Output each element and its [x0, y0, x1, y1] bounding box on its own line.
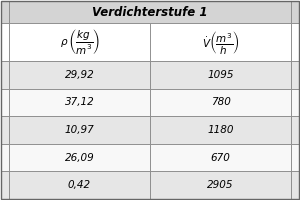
Bar	[150, 23, 291, 61]
Text: 29,92: 29,92	[64, 70, 94, 80]
Bar	[9, 116, 150, 144]
Bar	[1, 171, 9, 199]
Bar	[291, 116, 299, 144]
Text: 670: 670	[211, 153, 230, 163]
Bar	[1, 23, 9, 61]
Text: 1180: 1180	[207, 125, 234, 135]
Text: $\dot{V}\left(\dfrac{m^3}{h}\right)$: $\dot{V}\left(\dfrac{m^3}{h}\right)$	[202, 28, 239, 55]
Bar	[1, 61, 9, 89]
Bar	[291, 89, 299, 116]
Bar	[9, 89, 150, 116]
Text: 2905: 2905	[207, 180, 234, 190]
Text: 37,12: 37,12	[64, 97, 94, 107]
Text: Verdichterstufe 1: Verdichterstufe 1	[92, 5, 208, 19]
Bar	[1, 89, 9, 116]
Bar	[150, 144, 291, 171]
Text: 0,42: 0,42	[68, 180, 91, 190]
Bar	[9, 144, 150, 171]
Bar	[1, 116, 9, 144]
Text: $\rho\,\left(\dfrac{kg}{m^3}\right)$: $\rho\,\left(\dfrac{kg}{m^3}\right)$	[60, 27, 99, 56]
Bar	[9, 1, 291, 23]
Bar	[291, 171, 299, 199]
Bar	[291, 23, 299, 61]
Bar	[1, 1, 9, 23]
Bar	[9, 61, 150, 89]
Bar	[9, 23, 150, 61]
Bar	[150, 116, 291, 144]
Bar	[1, 144, 9, 171]
Bar	[150, 61, 291, 89]
Text: 10,97: 10,97	[64, 125, 94, 135]
Bar	[150, 171, 291, 199]
Bar	[291, 61, 299, 89]
Text: 1095: 1095	[207, 70, 234, 80]
Bar	[291, 144, 299, 171]
Text: 780: 780	[211, 97, 230, 107]
Bar	[150, 89, 291, 116]
Bar	[291, 1, 299, 23]
Text: 26,09: 26,09	[64, 153, 94, 163]
Bar	[9, 171, 150, 199]
